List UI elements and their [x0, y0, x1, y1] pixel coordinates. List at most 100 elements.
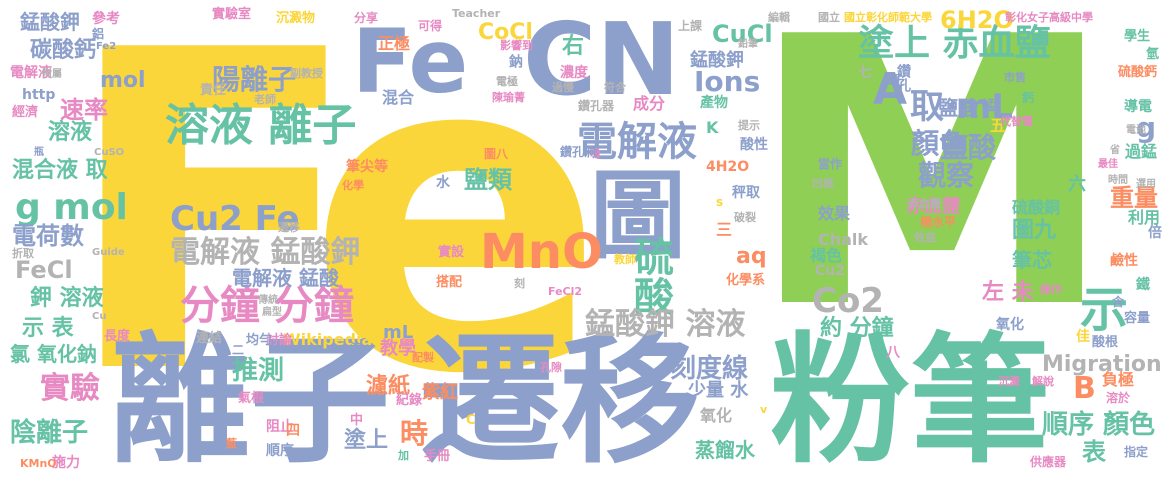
word: 折取	[12, 247, 34, 260]
word: 水	[436, 175, 450, 191]
word: 速率	[60, 96, 108, 124]
word: 成分	[633, 94, 666, 113]
word: Cu2	[815, 263, 845, 279]
word: 扁型	[262, 307, 282, 318]
word: 電解液	[577, 119, 697, 165]
word: 6H2O	[940, 6, 1014, 34]
word: mol	[100, 68, 146, 93]
word: 右	[562, 34, 585, 59]
word: C	[466, 413, 476, 428]
word: 實設	[438, 245, 465, 260]
word: 赤血鹽	[906, 196, 960, 217]
word: 遷移	[420, 320, 701, 482]
word: 六	[1068, 174, 1086, 195]
word: 紫紅	[422, 382, 458, 403]
word: 酸根	[1092, 335, 1119, 350]
word: 老師	[254, 93, 276, 106]
word: Teacher	[452, 7, 501, 20]
word: 示	[1080, 282, 1129, 338]
word: 責任	[200, 83, 227, 98]
word: 沉澱物	[276, 11, 316, 26]
word: Chalk	[818, 230, 869, 249]
word: M	[748, 0, 1117, 390]
word: 二	[232, 343, 245, 357]
word: 選用	[1136, 179, 1156, 190]
word: 電解液 錳酸鉀	[170, 235, 361, 270]
word: 錳	[982, 99, 996, 114]
word: Guide	[92, 247, 125, 258]
word: 瓶	[34, 147, 44, 158]
word: 溶液	[48, 120, 93, 145]
word: s	[716, 195, 724, 209]
word: 三	[716, 220, 733, 239]
word: 孔隙	[540, 361, 562, 374]
word: A	[873, 64, 908, 115]
word: 赤血鹽	[908, 197, 941, 210]
word: 推測	[232, 356, 285, 386]
word: 時間	[1108, 175, 1128, 186]
word: Ions	[694, 65, 761, 98]
word: 七	[858, 65, 872, 81]
word: 實驗	[40, 371, 100, 406]
word: 氯 氧化鈉	[10, 342, 97, 366]
word: 溶於	[1106, 391, 1131, 405]
word: 順序	[266, 443, 294, 459]
word: 刻	[514, 277, 525, 290]
word: 破裂	[734, 211, 756, 224]
word: mL	[383, 322, 414, 343]
word: 化學科	[340, 193, 380, 208]
word: 粉筆	[770, 320, 1051, 482]
word: 錳酸鉀	[20, 10, 80, 34]
word: 鑽孔器	[578, 99, 615, 113]
word: FeCl	[15, 256, 73, 284]
word: 產物	[700, 95, 728, 111]
word: 圖八	[484, 147, 509, 161]
word: 配製	[412, 351, 434, 364]
word: 鑽孔	[895, 64, 911, 92]
word: 參考	[92, 11, 120, 27]
word: 操作	[1040, 283, 1062, 296]
word: 效益	[914, 231, 936, 244]
word: 長度	[104, 329, 131, 344]
word: 過錳	[1125, 142, 1158, 161]
word: 鹽酸	[940, 131, 997, 164]
word: 硫酸銅	[1012, 198, 1061, 217]
word: 倍	[1148, 225, 1162, 241]
word: 實驗室	[212, 7, 252, 22]
word: 指定	[1124, 445, 1149, 459]
word: Fe	[62, 0, 605, 470]
word: http	[22, 87, 56, 103]
word: 上課	[678, 19, 703, 33]
word: 筆尖等	[346, 159, 388, 175]
word: 酸性	[740, 137, 768, 153]
word: CN	[523, 1, 681, 118]
word: 觀察	[918, 159, 975, 192]
word: 陰離子	[10, 418, 89, 448]
word: 解說	[1032, 375, 1054, 388]
word: 塗上 赤血鹽	[858, 23, 1051, 64]
word: 鹼性	[1110, 253, 1138, 269]
word: 副教授	[290, 67, 323, 80]
word: 符合	[604, 81, 626, 94]
word: 秤取	[732, 185, 760, 201]
word: 加	[398, 449, 409, 462]
word: Wikipedia	[283, 330, 373, 349]
word: 五	[990, 116, 1007, 135]
word: 氫	[1146, 47, 1160, 62]
word: 電極	[496, 75, 518, 88]
word: Migration	[1042, 352, 1162, 377]
word: Co2	[812, 281, 884, 321]
word: CuSO	[94, 147, 125, 158]
word: FeCl2	[548, 285, 583, 298]
word: 附屬	[42, 69, 62, 80]
word: 八	[886, 345, 900, 361]
word: 經濟	[12, 105, 39, 120]
word: 討論	[266, 333, 293, 348]
word: 不易	[283, 79, 311, 95]
word: 表	[1082, 438, 1106, 466]
word: 分享	[354, 11, 379, 25]
word: 利用	[1128, 208, 1161, 227]
word: 重量	[1110, 184, 1158, 212]
word: 傳統	[258, 295, 278, 306]
